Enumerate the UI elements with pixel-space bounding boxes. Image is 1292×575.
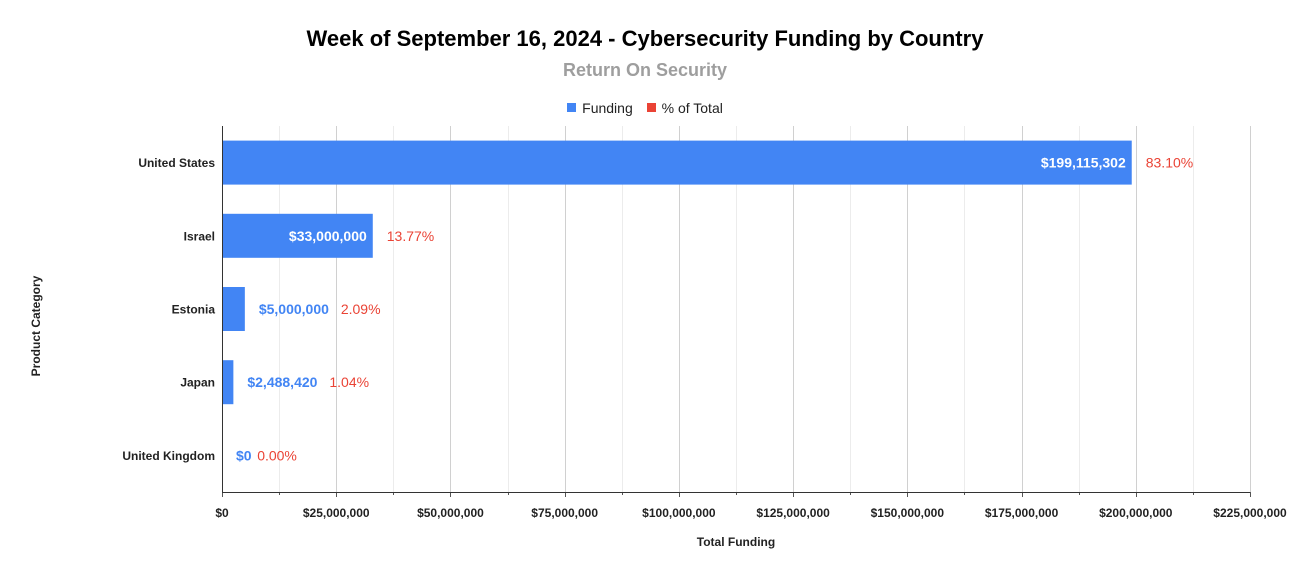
x-tick-label: $175,000,000 [985,506,1059,520]
x-tick-label: $75,000,000 [531,506,598,520]
chart-subtitle: Return On Security [562,60,728,80]
legend-swatch-funding [567,103,577,112]
percent-data-label: 1.04% [329,374,369,390]
x-tick-label: $125,000,000 [756,506,830,520]
funding-data-label: $33,000,000 [289,228,367,244]
funding-data-label: $2,488,420 [247,374,317,390]
legend-item-funding: Funding [567,100,633,116]
y-axis-title: Product Category [29,275,43,377]
percent-data-label: 13.77% [387,228,434,244]
x-tick-label: $50,000,000 [417,506,484,520]
x-tick-label: $25,000,000 [303,506,370,520]
percent-data-label: 0.00% [257,447,297,463]
x-tick-label: $100,000,000 [642,506,716,520]
legend-swatch-percent [646,103,656,112]
y-category-label: Israel [184,229,215,243]
y-category-label: Japan [180,376,215,390]
funding-data-label: $0 [236,447,252,463]
percent-data-label: 2.09% [341,301,381,317]
y-category-label: United Kingdom [122,449,215,463]
x-tick-label: $225,000,000 [1213,506,1287,520]
axes: $0 $25,000,000 $50,000,000 $75,000,000 $100,… [215,126,1287,520]
legend-label-funding: Funding [582,99,633,116]
bar-israel [222,213,373,258]
y-category-label: United States [138,156,215,170]
bar-united-states [222,140,1132,185]
percent-data-label: 83.10% [1146,155,1193,171]
legend-label-percent: % of Total [661,99,723,116]
funding-data-label: $5,000,000 [259,301,329,317]
x-axis-title: Total Funding [696,535,776,549]
x-tick-label: $200,000,000 [1099,506,1173,520]
legend: Funding % of Total [0,99,1290,116]
funding-data-label: $199,115,302 [1041,155,1126,171]
legend-item-percent: % of Total [646,99,723,116]
data-labels: United States $199,115,302 83.10% Israel $33… [122,155,1193,464]
bar-japan [222,360,234,405]
y-category-label: Estonia [172,303,216,317]
gridlines [222,126,1251,492]
bars [222,140,1132,405]
x-tick-label: $0 [215,506,229,520]
bar-estonia [222,287,245,331]
chart-title: Week of September 16, 2024 - Cybersecuri… [306,26,984,51]
x-tick-label: $150,000,000 [871,506,945,520]
